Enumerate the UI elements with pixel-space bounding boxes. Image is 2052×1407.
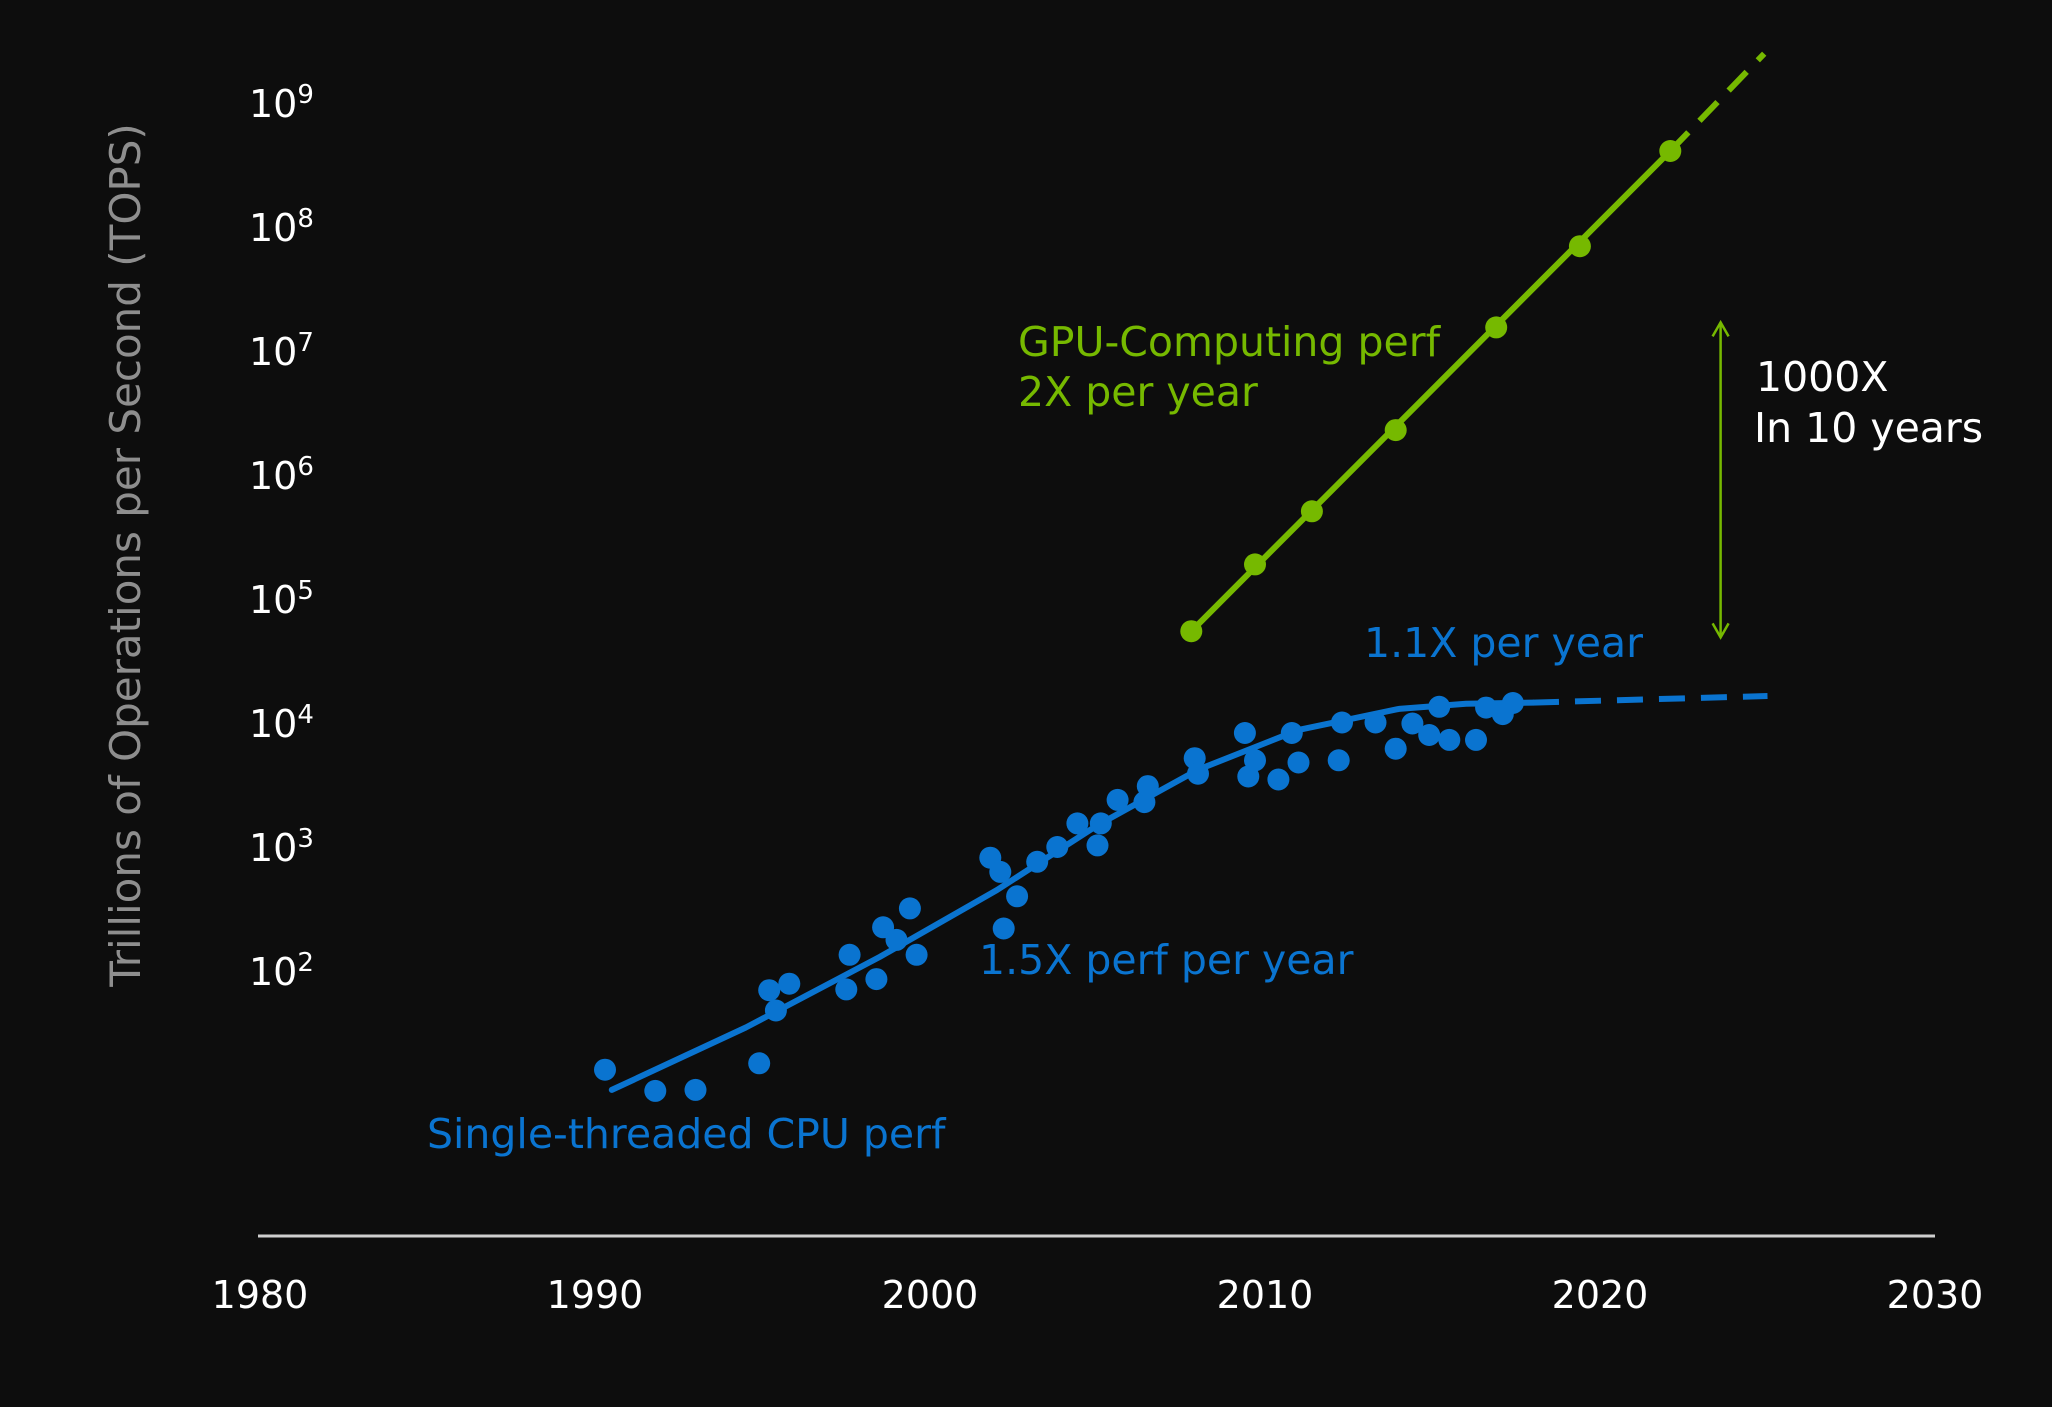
- cpu-data-point: [1475, 696, 1498, 719]
- cpu-data-point: [992, 917, 1015, 940]
- cpu-data-point: [1428, 695, 1451, 718]
- cpu-data-point: [905, 943, 928, 966]
- cpu-rate-late-label: 1.1X per year: [1364, 619, 1643, 667]
- gap-label-line2: In 10 years: [1754, 404, 1983, 452]
- cpu-series-label: Single-threaded CPU perf: [427, 1110, 947, 1158]
- x-tick-label: 2000: [882, 1273, 979, 1317]
- cpu-data-point: [1066, 812, 1089, 835]
- cpu-data-point: [1280, 722, 1303, 744]
- gap-arrow-head-down: [1711, 622, 1730, 640]
- cpu-data-point: [748, 1052, 771, 1075]
- gpu-trend-line: [1188, 148, 1674, 635]
- gpu-data-point: [1180, 620, 1203, 643]
- y-tick-labels: 109 108 107 106 105 104 103 102: [249, 80, 314, 994]
- x-tick-label: 2030: [1887, 1273, 1984, 1317]
- gpu-data-point: [1384, 419, 1407, 442]
- cpu-data-point: [1465, 728, 1487, 751]
- cpu-data-point: [989, 860, 1012, 883]
- cpu-data-point: [1501, 692, 1524, 714]
- cpu-data-point: [1106, 788, 1129, 811]
- gpu-data-point: [1300, 500, 1323, 523]
- cpu-data-point: [1384, 737, 1407, 760]
- series-layer: [594, 51, 1768, 1102]
- cpu-series: [594, 692, 1768, 1102]
- y-tick-label: 103: [249, 824, 314, 870]
- cpu-data-point: [1327, 749, 1350, 772]
- cpu-data-point: [865, 968, 888, 991]
- cpu-data-point: [684, 1078, 707, 1101]
- cpu-data-point: [758, 979, 781, 1002]
- x-tick-label: 1990: [547, 1273, 644, 1317]
- y-tick-label: 104: [249, 700, 314, 746]
- cpu-data-point: [885, 928, 908, 951]
- y-tick-label: 105: [249, 576, 314, 622]
- y-tick-label: 107: [249, 328, 314, 374]
- cpu-data-point: [594, 1058, 616, 1081]
- gpu-data-point: [1659, 140, 1682, 162]
- cpu-rate-early-label: 1.5X perf per year: [979, 936, 1354, 984]
- cpu-data-point: [1006, 885, 1029, 908]
- x-tick-label: 2010: [1217, 1273, 1314, 1317]
- gpu-data-point: [1568, 235, 1591, 258]
- cpu-data-point: [1438, 728, 1461, 751]
- cpu-data-point: [1401, 712, 1424, 735]
- cpu-data-point: [1233, 722, 1256, 744]
- y-tick-label: 109: [249, 80, 314, 126]
- gpu-data-point: [1244, 553, 1266, 576]
- cpu-data-point: [778, 972, 801, 995]
- cpu-data-point: [764, 999, 787, 1022]
- gpu-series: [1180, 51, 1767, 643]
- gap-arrow-head-up: [1711, 319, 1730, 338]
- cpu-data-point: [1287, 751, 1310, 774]
- cpu-data-point: [1418, 724, 1441, 746]
- cpu-data-point: [1046, 836, 1069, 858]
- cpu-data-point: [1026, 850, 1049, 873]
- x-tick-label: 1980: [212, 1273, 309, 1317]
- y-tick-label: 108: [249, 204, 314, 250]
- cpu-data-point: [1136, 775, 1159, 798]
- gpu-label-line2: 2X per year: [1018, 368, 1258, 416]
- x-tick-label: 2020: [1552, 1273, 1649, 1317]
- cpu-data-point: [1364, 711, 1387, 734]
- cpu-data-point: [1244, 749, 1266, 772]
- cpu-data-point: [898, 897, 921, 920]
- cpu-data-point: [1086, 834, 1109, 857]
- gap-label-line1: 1000X: [1756, 353, 1888, 401]
- cpu-data-point: [1331, 711, 1353, 734]
- cpu-data-point: [1089, 812, 1112, 835]
- y-axis-label: Trillions of Operations per Second (TOPS…: [101, 123, 150, 988]
- cpu-data-point: [644, 1079, 667, 1102]
- y-tick-label: 106: [249, 452, 314, 498]
- y-tick-label: 102: [249, 948, 314, 994]
- cpu-data-point: [1187, 762, 1209, 785]
- cpu-data-point: [838, 943, 861, 966]
- gap-arrow: [1711, 319, 1730, 640]
- gpu-data-point: [1485, 316, 1508, 339]
- cpu-data-point: [835, 978, 858, 1001]
- cpu-data-point: [1267, 768, 1290, 791]
- gpu-projection-line: [1668, 51, 1767, 154]
- x-tick-labels: 1980 1990 2000 2010 2020 2030: [212, 1273, 1984, 1317]
- gpu-label-line1: GPU-Computing perf: [1018, 318, 1442, 366]
